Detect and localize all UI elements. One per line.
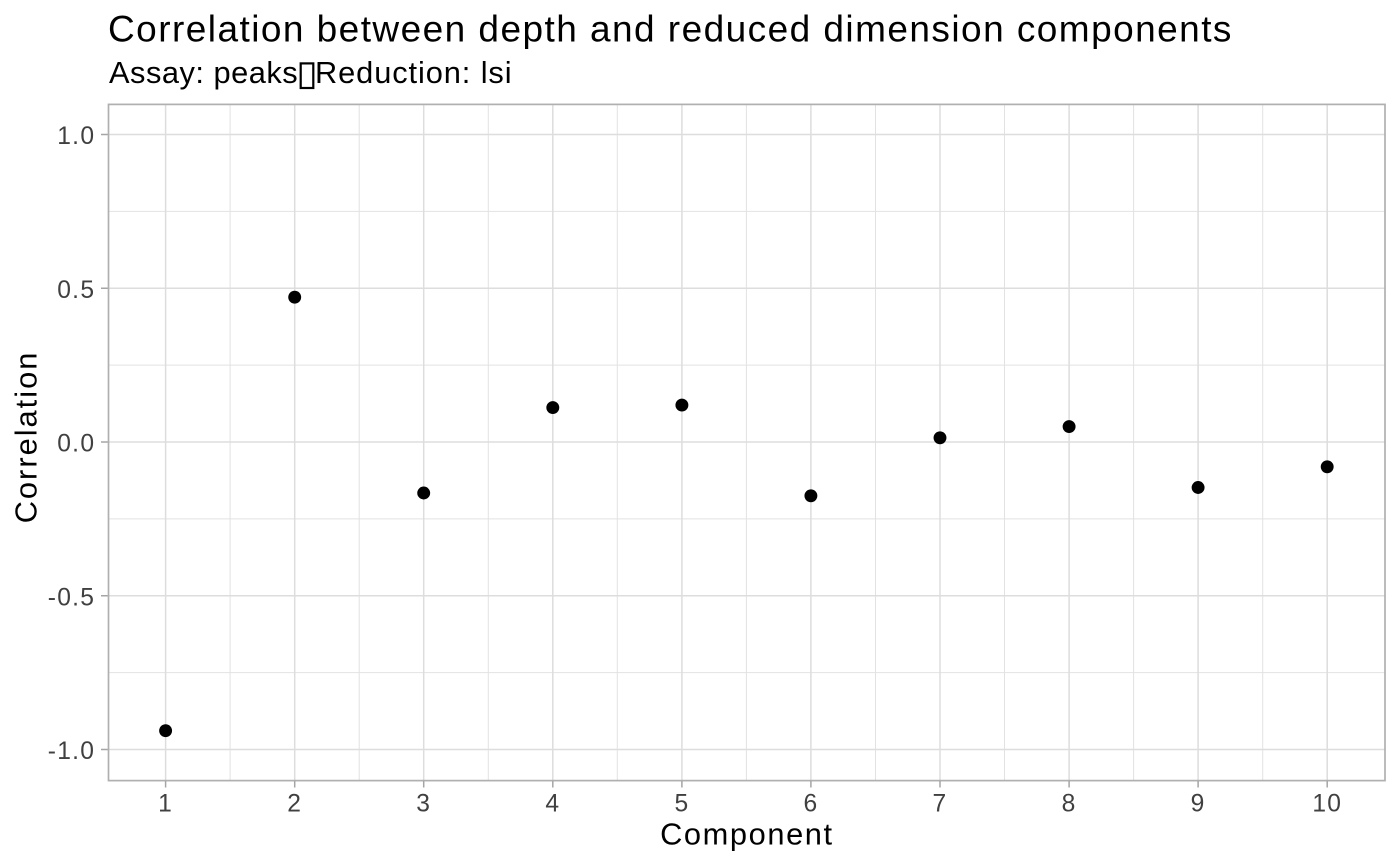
svg-text:10: 10 [1312,791,1342,818]
svg-text:4: 4 [545,791,560,818]
svg-text:2: 2 [287,791,302,818]
svg-text:1: 1 [158,791,173,818]
svg-text:Assay: peaks: Assay: peaks [109,55,298,90]
svg-text:-1.0: -1.0 [48,738,96,765]
svg-text:6: 6 [803,791,818,818]
svg-text:5: 5 [674,791,689,818]
svg-text:1.0: 1.0 [57,123,95,150]
svg-text:Reduction: lsi: Reduction: lsi [315,55,512,90]
svg-text:Component: Component [660,816,834,851]
svg-text:-0.5: -0.5 [48,584,96,611]
svg-text:Correlation between depth and: Correlation between depth and reduced di… [108,9,1233,50]
svg-text:3: 3 [416,791,431,818]
svg-text:9: 9 [1191,791,1206,818]
svg-text:Correlation: Correlation [9,351,44,524]
svg-text:7: 7 [933,791,948,818]
svg-text:8: 8 [1062,791,1077,818]
svg-text:0.0: 0.0 [57,431,95,458]
svg-text:0.5: 0.5 [57,277,95,304]
